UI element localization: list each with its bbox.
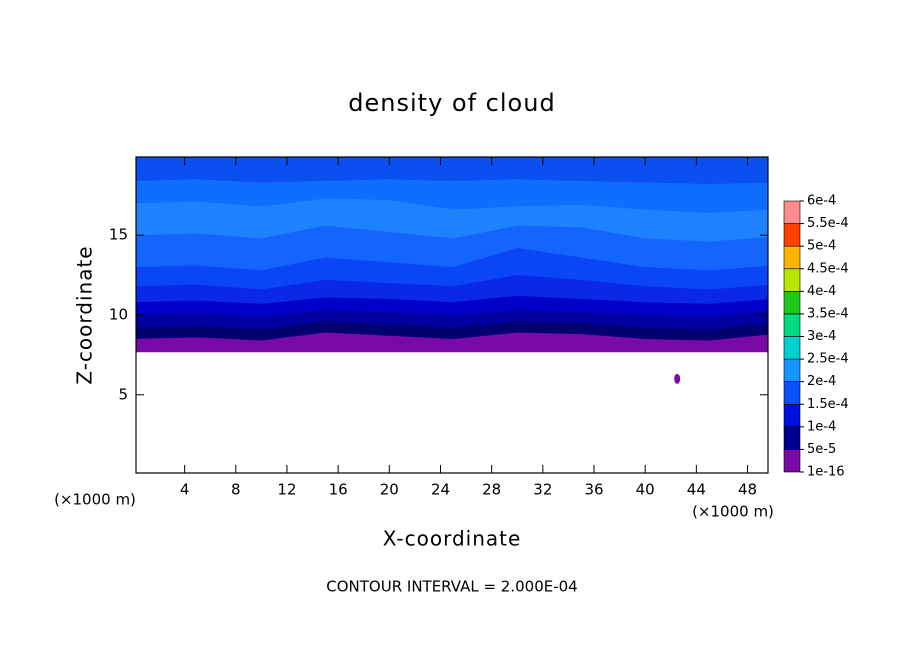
colorbar-label: 5e-5 <box>807 442 836 457</box>
colorbar-box <box>783 268 801 292</box>
x-tick-label: 24 <box>431 481 450 499</box>
colorbar-label: 1e-4 <box>807 419 836 434</box>
x-tick-label: 16 <box>329 481 348 499</box>
colorbar-box <box>783 426 801 450</box>
colorbar-box <box>783 358 801 382</box>
colorbar-box <box>783 200 801 224</box>
colorbar-box <box>783 403 801 428</box>
x-tick-label: 40 <box>636 481 655 499</box>
x-tick-label: 28 <box>482 481 501 499</box>
y-tick-label: 5 <box>118 385 128 403</box>
colorbar-label: 3e-4 <box>807 329 836 344</box>
colorbar-label: 2.5e-4 <box>807 352 849 367</box>
colorbar-label: 1e-16 <box>807 465 845 480</box>
contour-band <box>136 332 768 352</box>
annotation: CONTOUR INTERVAL = 2.000E-04 <box>326 578 577 596</box>
colorbar-box <box>783 291 801 315</box>
colorbar-box <box>783 336 801 360</box>
x-tick-label: 48 <box>738 481 757 499</box>
colorbar-box <box>783 313 801 337</box>
y-tick-label: 10 <box>109 306 128 324</box>
colorbar-label: 4.5e-4 <box>807 261 849 276</box>
chart-title: density of cloud <box>348 89 555 117</box>
x-axis-label: X-coordinate <box>383 527 522 551</box>
blob <box>674 373 681 384</box>
colorbar-label: 6e-4 <box>807 194 836 209</box>
x-tick-label: 36 <box>584 481 603 499</box>
x-tick-label: 32 <box>533 481 552 499</box>
x-tick-label: 12 <box>277 481 296 499</box>
x-tick-label: 4 <box>180 481 190 499</box>
y-axis-label: Z-coordinate <box>73 245 97 384</box>
y-tick-label: 15 <box>109 226 128 244</box>
colorbar-box <box>783 449 801 473</box>
colorbar-box <box>783 245 801 270</box>
colorbar-box <box>783 381 801 405</box>
colorbar-box <box>783 223 801 247</box>
colorbar-label: 4e-4 <box>807 284 836 299</box>
x-unit-label: (×1000 m) <box>692 503 774 521</box>
x-tick-label: 20 <box>380 481 399 499</box>
x-tick-label: 44 <box>687 481 706 499</box>
colorbar-label: 1.5e-4 <box>807 397 849 412</box>
z-unit-label: (×1000 m) <box>54 491 136 509</box>
colorbar-label: 5.5e-4 <box>807 216 849 231</box>
colorbar-label: 5e-4 <box>807 239 836 254</box>
colorbar-label: 3.5e-4 <box>807 306 849 321</box>
x-tick-label: 8 <box>231 481 241 499</box>
plot-area <box>136 157 768 384</box>
colorbar-label: 2e-4 <box>807 374 836 389</box>
